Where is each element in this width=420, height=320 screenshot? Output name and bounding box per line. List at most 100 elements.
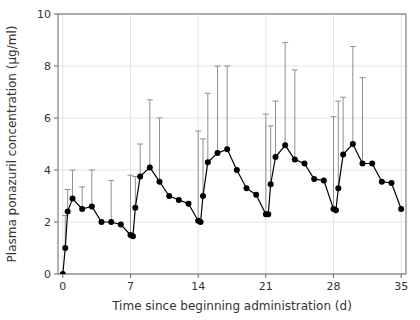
error-bar-cap (200, 138, 206, 139)
x-tick-label: 35 (394, 280, 408, 293)
error-bar (200, 139, 206, 196)
data-point (166, 193, 172, 199)
data-point (268, 181, 274, 187)
error-bar-stem (207, 93, 208, 162)
error-bar (147, 100, 153, 168)
error-bars (62, 43, 365, 248)
error-bar-stem (338, 101, 339, 188)
x-grid-line (333, 14, 334, 274)
error-bar-cap (224, 66, 230, 67)
x-tick-label: 14 (191, 280, 205, 293)
chart: 02468100714212835Time since beginning ad… (0, 0, 420, 320)
error-bar (340, 97, 346, 154)
data-point (321, 177, 327, 183)
error-bar-stem (198, 131, 199, 221)
y-tick-label: 8 (44, 60, 51, 73)
grid (54, 14, 406, 278)
error-bar (65, 190, 71, 212)
error-bar-stem (203, 139, 204, 196)
data-point (333, 207, 339, 213)
data-point (132, 205, 138, 211)
error-bar-stem (270, 126, 271, 185)
y-tick-label: 6 (44, 112, 51, 125)
data-point (65, 209, 71, 215)
error-bar (89, 170, 95, 206)
error-bar-cap (268, 125, 274, 126)
data-point (244, 185, 250, 191)
error-bar (273, 101, 279, 157)
error-bar-cap (215, 66, 221, 67)
data-point (340, 151, 346, 157)
error-bar-cap (335, 101, 341, 102)
error-bar (195, 131, 201, 221)
series-line (63, 144, 401, 274)
error-bar-cap (128, 175, 134, 176)
x-grid-line (265, 14, 266, 274)
error-bar-cap (108, 180, 114, 181)
data-point (335, 185, 341, 191)
error-bar (350, 47, 356, 145)
data-point (157, 179, 163, 185)
error-bar (70, 170, 76, 199)
x-grid-line (62, 14, 63, 274)
data-point (350, 141, 356, 147)
error-bar-cap (292, 69, 298, 70)
error-bar-stem (140, 144, 141, 177)
x-tick (198, 274, 199, 278)
error-bar (128, 175, 134, 235)
y-tick-label: 0 (44, 268, 51, 281)
data-point (176, 197, 182, 203)
error-bar (205, 93, 211, 162)
error-bar-stem (362, 78, 363, 164)
data-point (253, 192, 259, 198)
error-bar-stem (275, 101, 276, 157)
x-tick-label: 0 (59, 280, 66, 293)
error-bar (224, 66, 230, 149)
error-bar (137, 144, 143, 177)
data-group (60, 43, 404, 274)
data-point (70, 196, 76, 202)
y-grid-line (58, 170, 406, 171)
data-point (234, 167, 240, 173)
error-bar-stem (130, 175, 131, 235)
error-bar (215, 66, 221, 153)
x-tick (62, 274, 63, 278)
data-point (265, 211, 271, 217)
error-bar-cap (89, 170, 95, 171)
error-bar (157, 118, 163, 182)
data-point (186, 201, 192, 207)
data-point (79, 206, 85, 212)
error-bar-cap (147, 99, 153, 100)
error-bar-stem (91, 170, 92, 206)
data-point (89, 203, 95, 209)
y-tick-label: 10 (37, 8, 51, 21)
data-point (198, 219, 204, 225)
y-tick (54, 118, 58, 119)
x-tick (265, 274, 266, 278)
error-bar-stem (227, 66, 228, 149)
x-axis-label: Time since beginning administration (d) (111, 299, 352, 313)
y-tick (54, 222, 58, 223)
y-axis-label: Plasma ponazuril concentration (μg/ml) (5, 26, 19, 263)
error-bar-stem (217, 66, 218, 153)
data-point (99, 219, 105, 225)
data-point (147, 164, 153, 170)
error-bar (331, 117, 337, 209)
error-bar-cap (331, 116, 337, 117)
error-bar-cap (70, 170, 76, 171)
x-tick (130, 274, 131, 278)
error-bar-stem (82, 187, 83, 209)
data-point (369, 161, 375, 167)
error-bar-cap (282, 42, 288, 43)
error-bar (263, 114, 269, 214)
y-tick (54, 66, 58, 67)
data-point (379, 179, 385, 185)
plot-frame (58, 14, 406, 274)
y-tick (54, 14, 58, 15)
data-point (282, 142, 288, 148)
markers (60, 141, 404, 274)
y-tick (54, 274, 58, 275)
error-bar-cap (273, 101, 279, 102)
x-tick (333, 274, 334, 278)
error-bar (360, 78, 366, 164)
